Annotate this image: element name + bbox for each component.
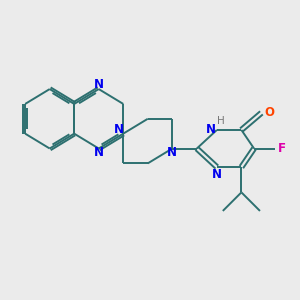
Text: O: O: [264, 106, 274, 119]
Text: N: N: [212, 168, 222, 181]
Text: N: N: [206, 123, 216, 136]
Text: N: N: [94, 146, 104, 160]
Text: H: H: [217, 116, 224, 126]
Text: N: N: [94, 78, 104, 91]
Text: N: N: [114, 123, 124, 136]
Text: N: N: [167, 146, 177, 160]
Text: F: F: [278, 142, 286, 155]
